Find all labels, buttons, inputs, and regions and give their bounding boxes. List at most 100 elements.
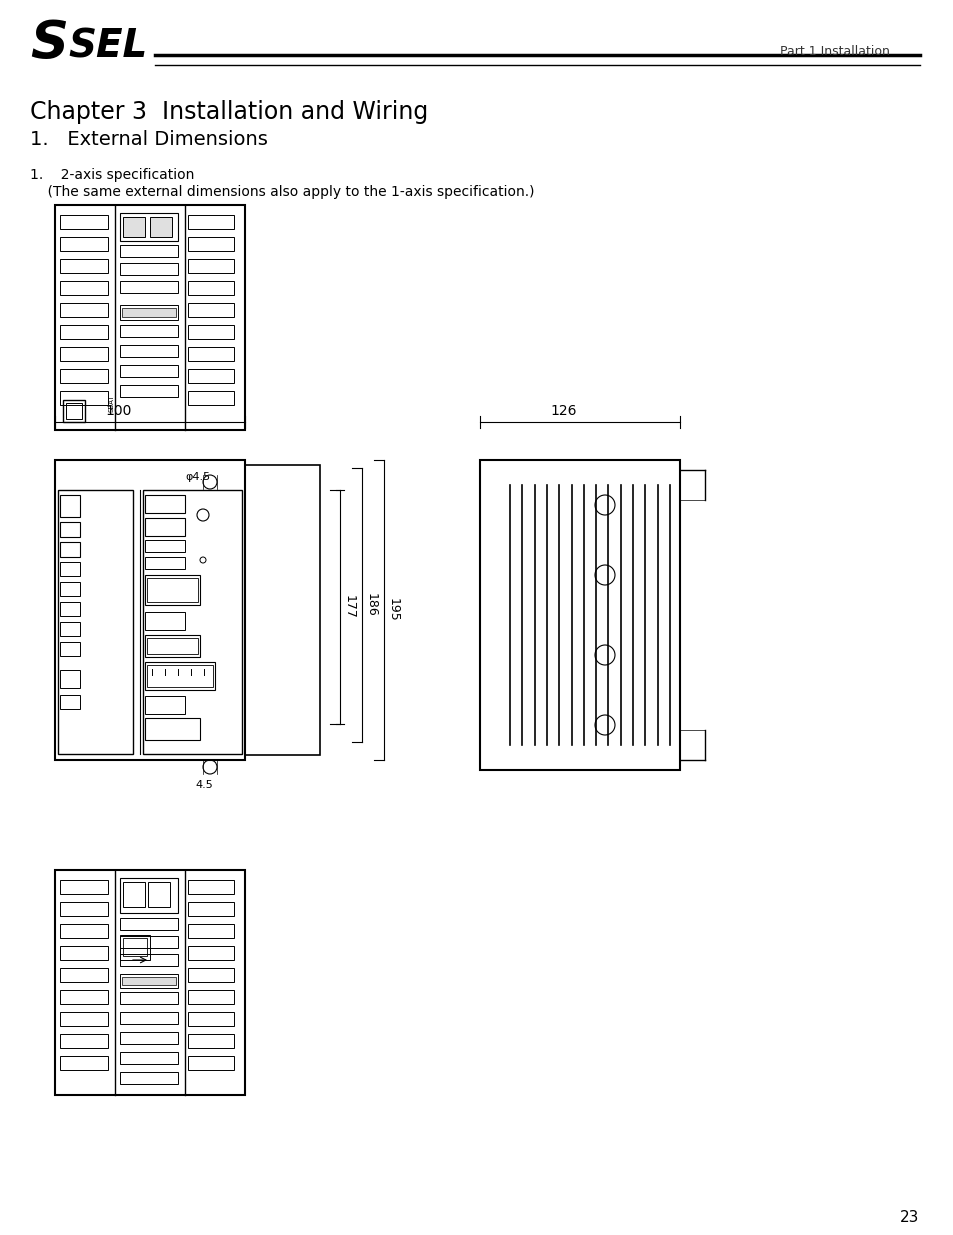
Bar [120, 325, 178, 337]
Bar [188, 303, 233, 317]
Bar [120, 992, 178, 1004]
Bar [60, 946, 108, 960]
Bar [188, 1011, 233, 1026]
Bar [188, 1034, 233, 1049]
Bar [60, 347, 108, 361]
Bar [147, 638, 198, 655]
Bar [122, 308, 175, 317]
Bar [60, 369, 108, 383]
Bar [145, 517, 185, 536]
Bar [123, 939, 147, 956]
Bar [60, 881, 108, 894]
Bar [188, 325, 233, 338]
Bar [145, 576, 200, 605]
Text: 126: 126 [550, 404, 576, 417]
Text: SEL: SEL [68, 28, 147, 65]
Bar [120, 974, 178, 988]
Bar [60, 622, 80, 636]
Bar [60, 671, 80, 688]
Bar [60, 924, 108, 939]
Bar [123, 882, 145, 906]
Bar [120, 1052, 178, 1065]
Bar [60, 542, 80, 557]
Bar [145, 495, 185, 513]
Bar [60, 282, 108, 295]
Bar [188, 1056, 233, 1070]
Bar [60, 601, 80, 616]
Bar [150, 217, 172, 237]
Bar [188, 215, 233, 228]
Bar [145, 540, 185, 552]
Bar [147, 578, 198, 601]
Bar [120, 878, 178, 913]
Bar [145, 613, 185, 630]
Bar [145, 635, 200, 657]
Bar [120, 1032, 178, 1044]
Bar [60, 522, 80, 537]
Text: 177: 177 [343, 595, 355, 619]
Bar [58, 490, 132, 755]
Text: 4.5: 4.5 [194, 781, 213, 790]
Bar [120, 1011, 178, 1024]
Bar [60, 259, 108, 273]
Bar [60, 495, 80, 517]
Bar [60, 391, 108, 405]
Bar [60, 303, 108, 317]
Bar [120, 953, 178, 966]
Bar [120, 1072, 178, 1084]
Bar [60, 215, 108, 228]
Text: 23: 23 [899, 1210, 919, 1225]
Bar [60, 642, 80, 656]
Bar [188, 391, 233, 405]
Bar [188, 369, 233, 383]
Bar [60, 1011, 108, 1026]
Bar [188, 968, 233, 982]
Text: 1.   External Dimensions: 1. External Dimensions [30, 130, 268, 149]
Bar [479, 459, 679, 769]
Bar [60, 990, 108, 1004]
Bar [188, 259, 233, 273]
Bar [123, 217, 145, 237]
Text: 100: 100 [105, 404, 132, 417]
Bar [60, 1034, 108, 1049]
Bar [60, 695, 80, 709]
Bar [120, 212, 178, 241]
Bar [60, 582, 80, 597]
Text: 195: 195 [387, 598, 399, 622]
Text: (The same external dimensions also apply to the 1-axis specification.): (The same external dimensions also apply… [30, 185, 534, 199]
Bar [120, 936, 178, 948]
Text: 1.    2-axis specification: 1. 2-axis specification [30, 168, 194, 182]
Bar [188, 347, 233, 361]
Bar [188, 990, 233, 1004]
Bar [188, 946, 233, 960]
Bar [245, 466, 319, 755]
Bar [120, 366, 178, 377]
Bar [60, 325, 108, 338]
Bar [145, 557, 185, 569]
Text: 186: 186 [365, 593, 377, 616]
Bar [66, 403, 82, 419]
Text: φ4.5: φ4.5 [185, 472, 210, 482]
Text: Chapter 3  Installation and Wiring: Chapter 3 Installation and Wiring [30, 100, 428, 124]
Bar [120, 345, 178, 357]
Bar [188, 282, 233, 295]
Bar [120, 918, 178, 930]
Bar [55, 205, 245, 430]
Bar [188, 237, 233, 251]
Bar [60, 562, 80, 576]
Bar [120, 263, 178, 275]
Bar [120, 245, 178, 257]
Bar [120, 282, 178, 293]
Bar [145, 662, 214, 690]
Bar [60, 902, 108, 916]
Text: Part 1 Installation: Part 1 Installation [780, 44, 889, 58]
Bar [147, 664, 213, 687]
Bar [188, 902, 233, 916]
Bar [120, 935, 150, 960]
Bar [122, 977, 175, 986]
Bar [188, 924, 233, 939]
Bar [145, 697, 185, 714]
Bar [55, 869, 245, 1095]
Bar [148, 882, 170, 906]
Bar [60, 1056, 108, 1070]
